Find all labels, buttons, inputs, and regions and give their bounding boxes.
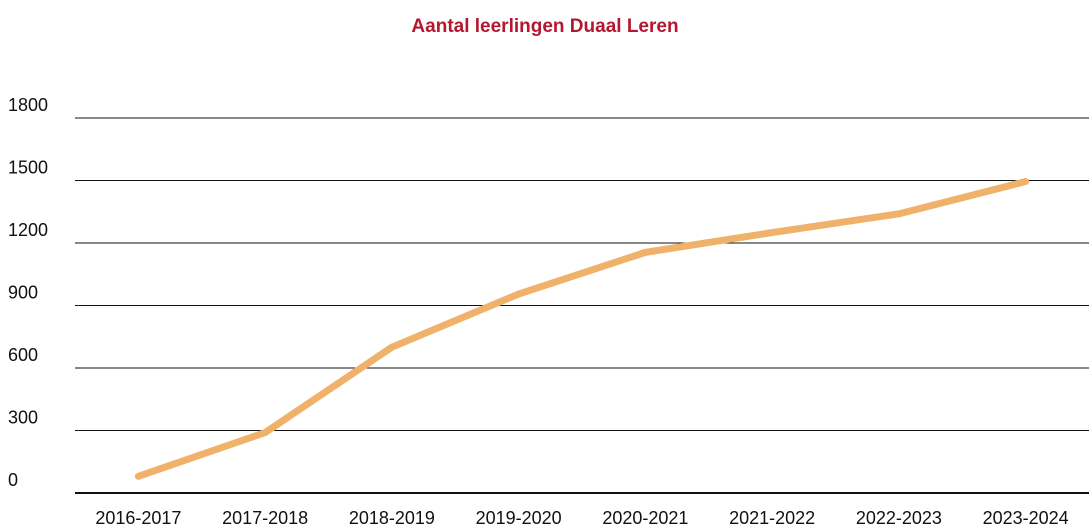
y-tick-label: 300 xyxy=(8,407,38,427)
x-tick-label: 2016-2017 xyxy=(95,508,181,528)
x-tick-label: 2023-2024 xyxy=(983,508,1069,528)
y-tick-label: 900 xyxy=(8,282,38,302)
y-tick-label: 1800 xyxy=(8,95,48,115)
x-tick-label: 2021-2022 xyxy=(729,508,815,528)
x-tick-label: 2019-2020 xyxy=(476,508,562,528)
x-tick-label: 2022-2023 xyxy=(856,508,942,528)
data-line xyxy=(134,178,1030,480)
x-tick-label: 2017-2018 xyxy=(222,508,308,528)
y-tick-label: 600 xyxy=(8,345,38,365)
chart-title: Aantal leerlingen Duaal Leren xyxy=(411,16,678,37)
x-tick-label: 2018-2019 xyxy=(349,508,435,528)
y-tick-label: 1500 xyxy=(8,157,48,177)
y-tick-label: 1200 xyxy=(8,220,48,240)
x-tick-label: 2020-2021 xyxy=(602,508,688,528)
y-tick-label: 0 xyxy=(8,470,18,490)
